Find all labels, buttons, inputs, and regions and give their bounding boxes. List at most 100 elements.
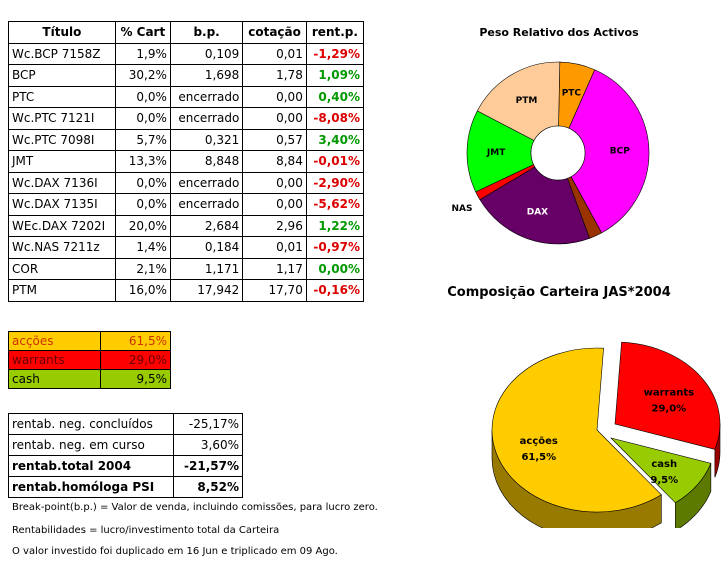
holding-bp: encerrado xyxy=(169,107,244,130)
holding-row: Wc.PTC 7121I 0,0% encerrado 0,00 -8,08% xyxy=(8,107,365,130)
pie3d-chart-title: Composição Carteira JAS*2004 xyxy=(447,285,671,300)
pie3d-value-1: 29,0% xyxy=(651,403,686,414)
holding-row: Wc.DAX 7136I 0,0% encerrado 0,00 -2,90% xyxy=(8,171,365,194)
header-title: Título xyxy=(8,21,116,44)
holding-pct: 13,3% xyxy=(114,150,171,173)
pie3d-chart: Composição Carteira JAS*2004 acções 61,5%… xyxy=(447,285,721,528)
holding-row: PTC 0,0% encerrado 0,00 0,40% xyxy=(8,85,365,108)
allocation-value: 29,0% xyxy=(100,350,171,370)
holding-pct: 20,0% xyxy=(114,214,171,237)
holding-quote: 17,70 xyxy=(242,279,307,302)
pie3d-slice-2 xyxy=(610,437,712,504)
holdings-table: Título % Cart b.p. cotação rent.p. Wc.BC… xyxy=(8,21,365,302)
holding-name: BCP xyxy=(8,64,116,87)
note-investment: O valor investido foi duplicado em 16 Ju… xyxy=(12,546,338,557)
note-rentabilidades: Rentabilidades = lucro/investimento tota… xyxy=(12,525,280,536)
holding-bp: 0,184 xyxy=(169,236,244,259)
holding-bp: encerrado xyxy=(169,193,244,216)
holding-pct: 0,0% xyxy=(114,193,171,216)
donut-hole xyxy=(530,125,586,181)
donut-label-dax: DAX xyxy=(527,207,548,217)
holding-pct: 2,1% xyxy=(114,257,171,280)
holding-pct: 5,7% xyxy=(114,128,171,151)
holding-rent: 0,00% xyxy=(305,257,365,280)
holding-rent: 1,22% xyxy=(305,214,365,237)
holding-rent: 3,40% xyxy=(305,128,365,151)
holding-bp: 0,321 xyxy=(169,128,244,151)
header-rent: rent.p. xyxy=(305,21,365,44)
donut-label-jmt: JMT xyxy=(486,148,506,158)
holding-quote: 0,57 xyxy=(242,128,307,151)
donut-label-bcp: BCP xyxy=(610,146,630,156)
holding-name: JMT xyxy=(8,150,116,173)
holding-rent: 0,40% xyxy=(305,85,365,108)
holding-quote: 0,00 xyxy=(242,107,307,130)
pie3d-label-2: cash xyxy=(651,459,677,470)
holding-name: Wc.PTC 7121I xyxy=(8,107,116,130)
holding-name: PTC xyxy=(8,85,116,108)
holding-quote: 1,17 xyxy=(242,257,307,280)
holding-bp: 1,698 xyxy=(169,64,244,87)
pie3d-label-0: acções xyxy=(520,436,558,447)
pie3d-value-2: 9,5% xyxy=(650,475,678,486)
holding-rent: -0,01% xyxy=(305,150,365,173)
summary-row: rentab. neg. em curso 3,60% xyxy=(7,434,243,456)
holding-name: Wc.PTC 7098I xyxy=(8,128,116,151)
holding-bp: encerrado xyxy=(169,171,244,194)
allocation-row: cash 9,5% xyxy=(7,369,171,389)
allocation-row: warrants 29,0% xyxy=(7,350,171,370)
allocation-label: acções xyxy=(7,331,102,351)
holdings-header-row: Título % Cart b.p. cotação rent.p. xyxy=(8,21,365,44)
holding-row: Wc.BCP 7158Z 1,9% 0,109 0,01 -1,29% xyxy=(8,42,365,65)
summary-table: rentab. neg. concluídos -25,17% rentab. ne… xyxy=(7,413,243,498)
holding-name: Wc.DAX 7135I xyxy=(8,193,116,216)
donut-chart: Peso Relativo dos Activos PTC BCP COR DAX NA… xyxy=(452,26,650,245)
holding-quote: 2,96 xyxy=(242,214,307,237)
donut-label-ptm: PTM xyxy=(516,96,538,106)
summary-value: 8,52% xyxy=(173,476,243,498)
holding-quote: 8,84 xyxy=(242,150,307,173)
holding-pct: 30,2% xyxy=(114,64,171,87)
allocation-table: acções 61,5% warrants 29,0% cash 9,5% xyxy=(7,331,171,389)
holding-quote: 0,00 xyxy=(242,193,307,216)
holding-pct: 16,0% xyxy=(114,279,171,302)
holding-quote: 0,00 xyxy=(242,85,307,108)
pie3d-value-0: 61,5% xyxy=(521,452,556,463)
donut-label-cor: COR xyxy=(604,235,625,245)
holding-row: BCP 30,2% 1,698 1,78 1,09% xyxy=(8,64,365,87)
holding-rent: -5,62% xyxy=(305,193,365,216)
allocation-label: warrants xyxy=(7,350,102,370)
holding-rent: -2,90% xyxy=(305,171,365,194)
summary-label: rentab. neg. em curso xyxy=(7,434,175,456)
holding-pct: 0,0% xyxy=(114,171,171,194)
holding-name: WEc.DAX 7202I xyxy=(8,214,116,237)
holding-bp: 8,848 xyxy=(169,150,244,173)
holding-pct: 1,4% xyxy=(114,236,171,259)
holding-row: Wc.DAX 7135I 0,0% encerrado 0,00 -5,62% xyxy=(8,193,365,216)
holding-quote: 1,78 xyxy=(242,64,307,87)
allocation-row: acções 61,5% xyxy=(7,331,171,351)
holding-name: Wc.BCP 7158Z xyxy=(8,42,116,65)
holding-pct: 0,0% xyxy=(114,107,171,130)
holding-quote: 0,01 xyxy=(242,42,307,65)
holding-row: Wc.PTC 7098I 5,7% 0,321 0,57 3,40% xyxy=(8,128,365,151)
holding-name: Wc.DAX 7136I xyxy=(8,171,116,194)
summary-row: rentab.homóloga PSI 8,52% xyxy=(7,476,243,498)
holding-quote: 0,00 xyxy=(242,171,307,194)
holding-pct: 0,0% xyxy=(114,85,171,108)
holding-bp: encerrado xyxy=(169,85,244,108)
holding-row: PTM 16,0% 17,942 17,70 -0,16% xyxy=(8,279,365,302)
holding-rent: -1,29% xyxy=(305,42,365,65)
holding-bp: 0,109 xyxy=(169,42,244,65)
holding-bp: 2,684 xyxy=(169,214,244,237)
allocation-value: 61,5% xyxy=(100,331,171,351)
summary-value: -21,57% xyxy=(173,455,243,477)
holding-name: PTM xyxy=(8,279,116,302)
summary-label: rentab.homóloga PSI xyxy=(7,476,175,498)
donut-label-ptc: PTC xyxy=(562,89,582,99)
holding-row: JMT 13,3% 8,848 8,84 -0,01% xyxy=(8,150,365,173)
summary-row: rentab.total 2004 -21,57% xyxy=(7,455,243,477)
holding-rent: -0,97% xyxy=(305,236,365,259)
header-bp: b.p. xyxy=(169,21,244,44)
holding-row: WEc.DAX 7202I 20,0% 2,684 2,96 1,22% xyxy=(8,214,365,237)
